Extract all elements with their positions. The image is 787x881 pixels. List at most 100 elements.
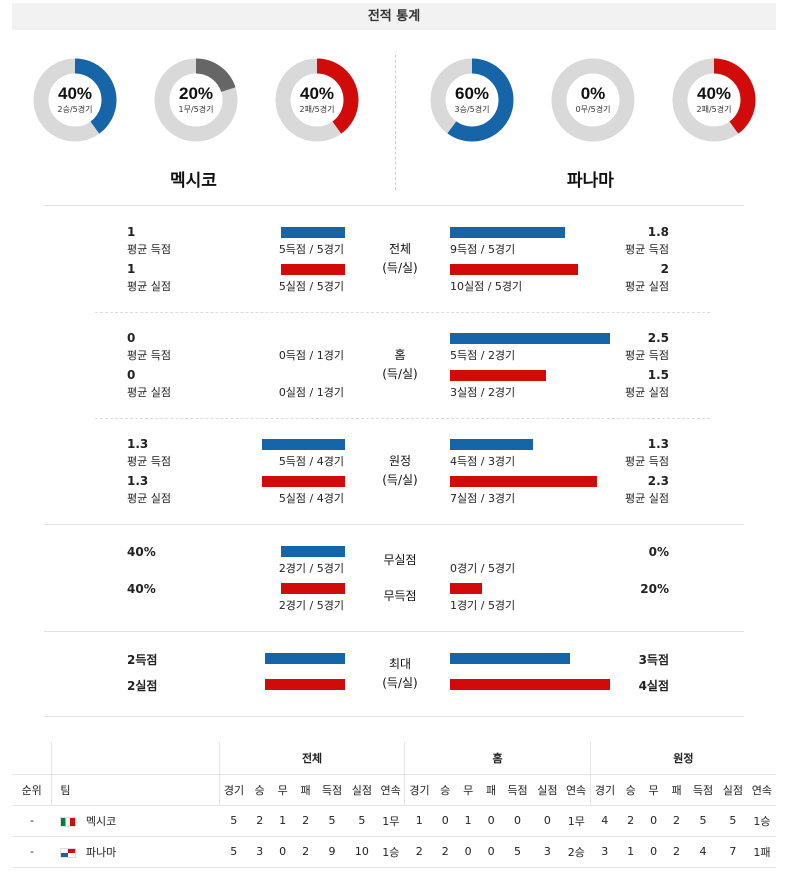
- section-divider: [95, 418, 710, 419]
- team-name: 멕시코: [85, 814, 117, 828]
- away-avg-conceded-label: 평균 실점: [625, 492, 669, 505]
- away-avg-scored: 1.3: [647, 437, 669, 451]
- col-home-4: 득점: [502, 774, 533, 806]
- section-label-line2: (득/실): [382, 676, 418, 690]
- away-conceded-detail: 10실점 / 5경기: [450, 280, 523, 293]
- donut-ring: [672, 58, 756, 142]
- cell-home-3: 0: [479, 836, 503, 868]
- section-divider: [44, 205, 744, 206]
- cell-home-0: 1: [404, 805, 434, 837]
- donut-sub: 1무/5경기: [178, 105, 214, 114]
- home-max-scored: 2득점: [127, 653, 158, 667]
- cell-away-5: 5: [717, 805, 748, 837]
- home-clean-sheet-pct: 40%: [127, 545, 156, 559]
- section-label-line2: (득/실): [382, 473, 418, 487]
- donut-sub: 0무/5경기: [575, 105, 611, 114]
- away-scored-bar: [450, 439, 533, 450]
- col-total-0: 경기: [218, 774, 249, 806]
- cell-home-6: 1무: [562, 805, 591, 837]
- home-avg-conceded: 0: [127, 368, 136, 382]
- home-avg-conceded-label: 평균 실점: [127, 386, 171, 399]
- home-conceded-bar: [281, 264, 345, 275]
- col-rank: 순위: [12, 774, 52, 806]
- section-label: 전체 (득/실): [355, 240, 445, 278]
- cell-home-2: 0: [456, 836, 480, 868]
- col-away-5: 실점: [717, 774, 748, 806]
- section-label: 홈 (득/실): [355, 346, 445, 384]
- col-away-6: 연속: [747, 774, 776, 806]
- cell-total-0: 5: [219, 805, 249, 837]
- donut-track: [551, 58, 635, 142]
- away-fail-score-pct: 20%: [640, 582, 669, 596]
- home-avg-conceded-label: 평균 실점: [127, 492, 171, 505]
- donut-sub: 2패/5경기: [696, 105, 732, 114]
- section-divider: [44, 631, 744, 632]
- donut-away-win: 60% 3승/5경기: [430, 58, 514, 142]
- col-team: 팀: [51, 774, 220, 806]
- col-home-0: 경기: [404, 774, 434, 806]
- section-label-line1: 홈: [394, 348, 406, 362]
- home-avg-conceded: 1: [127, 262, 136, 276]
- col-home-5: 실점: [532, 774, 563, 806]
- home-clean-detail: 2경기 / 5경기: [278, 562, 344, 575]
- cell-total-3: 2: [294, 805, 318, 837]
- donut-ring: [551, 58, 635, 142]
- table-group-header: 전체 홈 원정: [12, 742, 776, 775]
- home-scored-detail: 5득점 / 4경기: [278, 455, 344, 468]
- col-total-4: 득점: [317, 774, 347, 806]
- home-conceded-detail: 0실점 / 1경기: [278, 386, 344, 399]
- cell-home-4: 5: [502, 836, 533, 868]
- section-divider: [44, 716, 744, 717]
- col-total-1: 승: [248, 774, 272, 806]
- cell-total-5: 5: [346, 805, 377, 837]
- away-avg-conceded-label: 평균 실점: [625, 386, 669, 399]
- away-fail-detail: 1경기 / 5경기: [450, 599, 516, 612]
- donut-ring: [430, 58, 514, 142]
- home-max-conceded-bar: [265, 679, 345, 690]
- donut-away-draw: 0% 0무/5경기: [551, 58, 635, 142]
- donut-arc: [275, 58, 359, 142]
- away-scored-bar: [450, 333, 610, 344]
- cell-home-5: 0: [532, 805, 563, 837]
- donut-home-win: 40% 2승/5경기: [33, 58, 117, 142]
- donut-pct: 60%: [454, 84, 490, 103]
- cell-total-3: 2: [294, 836, 318, 868]
- donut-pct: 40%: [696, 84, 732, 103]
- donut-pct: 0%: [580, 84, 606, 103]
- cell-away-2: 0: [642, 836, 666, 868]
- away-max-scored: 3득점: [638, 653, 669, 667]
- home-avg-scored: 1.3: [127, 437, 149, 451]
- panama-flag-icon: [59, 847, 76, 858]
- section-divider: [95, 312, 710, 313]
- cell-home-6: 2승: [562, 836, 591, 868]
- section-label-line1: 최대: [388, 657, 412, 671]
- cell-total-0: 5: [219, 836, 249, 868]
- cell-away-3: 2: [665, 805, 689, 837]
- section-label-line1: 전체: [388, 242, 412, 256]
- cell-away-1: 2: [619, 805, 643, 837]
- cell-away-5: 7: [717, 836, 748, 868]
- home-max-scored-bar: [265, 653, 345, 664]
- empty-cell: [51, 742, 220, 775]
- cell-total-2: 0: [271, 836, 295, 868]
- cell-total-1: 3: [248, 836, 272, 868]
- fail-score-label: 무득점: [383, 589, 417, 603]
- cell-total-6: 1무: [376, 805, 405, 837]
- cell-rank: -: [12, 836, 52, 868]
- home-avg-scored: 1: [127, 225, 136, 239]
- cell-team: 파나마: [51, 836, 220, 868]
- team-name: 파나마: [85, 845, 117, 859]
- home-avg-scored: 0: [127, 331, 136, 345]
- col-home-3: 패: [479, 774, 503, 806]
- home-avg-scored-label: 평균 득점: [127, 349, 171, 362]
- cell-home-1: 0: [433, 805, 457, 837]
- away-conceded-bar: [450, 476, 597, 487]
- home-fail-detail: 2경기 / 5경기: [278, 599, 344, 612]
- cell-total-2: 1: [271, 805, 295, 837]
- home-avg-conceded: 1.3: [127, 474, 149, 488]
- home-scored-bar: [281, 227, 345, 238]
- standings-table: 전체 홈 원정 순위 팀 경기 승 무 패 득점 실점 연속 경기 승 무 패 득점 실점 연속 경기 승 무 패…: [12, 742, 776, 868]
- donut-ring: [154, 58, 238, 142]
- away-clean-sheet-pct: 0%: [648, 545, 669, 559]
- away-fail-bar: [450, 583, 482, 594]
